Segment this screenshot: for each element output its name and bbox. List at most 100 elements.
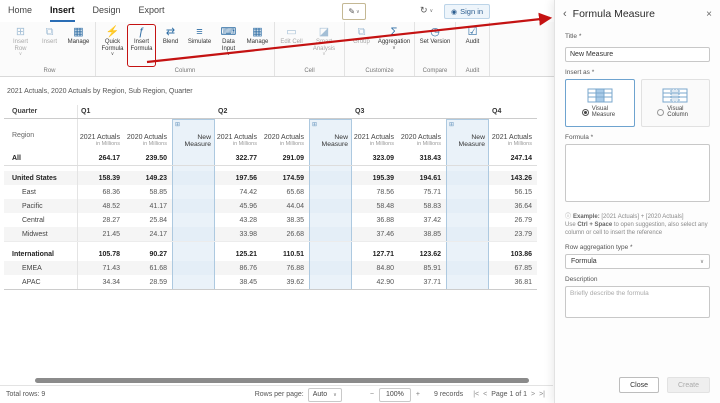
new-measure-cell[interactable] — [446, 185, 489, 199]
new-measure-cell[interactable] — [172, 199, 215, 213]
col-header-2021[interactable]: 2021 Actuals in Millions — [215, 119, 262, 151]
value-cell[interactable]: 105.78 — [98, 250, 120, 258]
new-measure-cell[interactable] — [172, 185, 215, 199]
zoom-in-button[interactable]: + — [415, 391, 420, 398]
value-cell[interactable]: 39.62 — [286, 278, 304, 286]
new-measure-cell[interactable] — [309, 171, 352, 185]
zoom-out-button[interactable]: − — [369, 391, 374, 398]
first-page-button[interactable]: |< — [473, 391, 480, 398]
new-measure-cell[interactable] — [446, 275, 489, 289]
previous-page-button[interactable]: < — [483, 391, 488, 398]
refresh-button[interactable]: ↻ ∨ — [420, 5, 433, 16]
value-cell[interactable]: 197.56 — [235, 174, 257, 182]
value-cell[interactable]: 194.61 — [419, 174, 441, 182]
blend-button[interactable]: ⇄ Blend — [156, 24, 185, 67]
value-cell[interactable]: 74.42 — [239, 188, 257, 196]
value-cell[interactable]: 174.59 — [282, 174, 304, 182]
table-row[interactable]: APAC 34.34 28.59 38.45 39.62 42.90 37.71… — [4, 275, 537, 289]
new-measure-cell[interactable] — [309, 199, 352, 213]
value-cell[interactable]: 38.45 — [239, 278, 257, 286]
edit-mode-button[interactable]: ✎ ∨ — [342, 3, 366, 20]
value-cell[interactable]: 34.34 — [102, 278, 120, 286]
table-row[interactable]: International 105.78 90.27 125.21 110.51… — [4, 247, 537, 261]
value-cell[interactable]: 127.71 — [372, 250, 394, 258]
value-cell[interactable]: 291.09 — [282, 154, 304, 162]
value-cell[interactable]: 247.14 — [510, 154, 532, 162]
value-cell[interactable]: 195.39 — [372, 174, 394, 182]
value-cell[interactable]: 33.98 — [239, 230, 257, 238]
col-header-2020[interactable]: 2020 Actuals in Millions — [125, 119, 172, 151]
insert-formula-button[interactable]: ƒ Insert Formula — [127, 24, 156, 67]
data-input-button[interactable]: ⌨ Data Input ∨ — [214, 24, 243, 67]
value-cell[interactable]: 76.88 — [286, 264, 304, 272]
value-cell[interactable]: 24.17 — [149, 230, 167, 238]
new-measure-cell[interactable] — [309, 247, 352, 261]
value-cell[interactable]: 318.43 — [419, 154, 441, 162]
value-cell[interactable]: 21.45 — [102, 230, 120, 238]
new-measure-cell[interactable] — [446, 213, 489, 227]
value-cell[interactable]: 36.88 — [376, 216, 394, 224]
new-measure-cell[interactable] — [172, 151, 215, 165]
col-header-2020[interactable]: 2020 Actuals in Millions — [262, 119, 309, 151]
tab-export[interactable]: Export — [138, 5, 165, 15]
value-cell[interactable]: 36.64 — [514, 202, 532, 210]
col-header-2021[interactable]: 2021 Actuals in Millions — [78, 119, 125, 151]
quick-formula-button[interactable]: ⚡ Quick Formula ∨ — [98, 24, 127, 67]
value-cell[interactable]: 58.85 — [149, 188, 167, 196]
value-cell[interactable]: 36.81 — [514, 278, 532, 286]
visual-measure-option[interactable]: Visual Measure — [565, 79, 635, 127]
manage-rows-button[interactable]: ▦ Manage — [64, 24, 93, 67]
group-button[interactable]: ⧉ Group — [347, 24, 376, 67]
horizontal-scrollbar-thumb[interactable] — [35, 378, 529, 383]
table-row[interactable]: EMEA 71.43 61.68 86.76 76.88 84.80 85.91… — [4, 261, 537, 275]
new-measure-cell[interactable] — [172, 247, 215, 261]
value-cell[interactable]: 71.43 — [102, 264, 120, 272]
value-cell[interactable]: 45.96 — [239, 202, 257, 210]
value-cell[interactable]: 38.35 — [286, 216, 304, 224]
new-measure-cell[interactable] — [446, 199, 489, 213]
value-cell[interactable]: 78.56 — [376, 188, 394, 196]
new-measure-header[interactable]: ⊞ New Measure — [446, 119, 489, 151]
value-cell[interactable]: 38.85 — [423, 230, 441, 238]
horizontal-scrollbar-track[interactable] — [0, 377, 553, 384]
rows-per-page-select[interactable]: Auto ∨ — [307, 387, 342, 402]
tab-design[interactable]: Design — [92, 5, 121, 15]
col-header-2021[interactable]: 2021 Actuals in Millions — [489, 119, 537, 151]
value-cell[interactable]: 264.17 — [98, 154, 120, 162]
edit-cell-button[interactable]: ▭ Edit Cell — [277, 24, 306, 67]
value-cell[interactable]: 158.39 — [98, 174, 120, 182]
table-row[interactable]: Pacific 48.52 41.17 45.96 44.04 58.48 58… — [4, 199, 537, 213]
title-input[interactable] — [565, 47, 710, 62]
value-cell[interactable]: 75.71 — [423, 188, 441, 196]
value-cell[interactable]: 28.27 — [102, 216, 120, 224]
value-cell[interactable]: 85.91 — [423, 264, 441, 272]
simulate-button[interactable]: ≡ Simulate — [185, 24, 214, 67]
tab-home[interactable]: Home — [8, 5, 33, 15]
audit-button[interactable]: ☑ Audit — [458, 24, 487, 67]
aggregation-button[interactable]: Σ Aggregation ∨ — [376, 24, 412, 67]
value-cell[interactable]: 44.04 — [286, 202, 304, 210]
value-cell[interactable]: 65.68 — [286, 188, 304, 196]
new-measure-cell[interactable] — [446, 261, 489, 275]
new-measure-cell[interactable] — [172, 213, 215, 227]
col-header-2021[interactable]: 2021 Actuals in Millions — [352, 119, 399, 151]
value-cell[interactable]: 56.15 — [514, 188, 532, 196]
value-cell[interactable]: 103.86 — [510, 250, 532, 258]
value-cell[interactable]: 68.36 — [102, 188, 120, 196]
create-button[interactable]: Create — [666, 377, 710, 393]
visual-column-option[interactable]: Visual Column — [640, 79, 710, 127]
back-icon[interactable]: ‹ — [563, 8, 567, 20]
table-row[interactable]: East 68.36 58.85 74.42 65.68 78.56 75.71… — [4, 185, 537, 199]
value-cell[interactable]: 37.71 — [423, 278, 441, 286]
insert-button[interactable]: ⧉ Insert — [35, 24, 64, 67]
value-cell[interactable]: 42.90 — [376, 278, 394, 286]
new-measure-cell[interactable] — [172, 275, 215, 289]
value-cell[interactable]: 143.26 — [510, 174, 532, 182]
new-measure-cell[interactable] — [446, 171, 489, 185]
col-header-2020[interactable]: 2020 Actuals in Millions — [399, 119, 446, 151]
table-row[interactable]: Central 28.27 25.84 43.28 38.35 36.88 37… — [4, 213, 537, 227]
value-cell[interactable]: 86.76 — [239, 264, 257, 272]
new-measure-cell[interactable] — [446, 151, 489, 165]
tab-insert[interactable]: Insert — [50, 0, 75, 22]
formula-input[interactable] — [565, 144, 710, 202]
